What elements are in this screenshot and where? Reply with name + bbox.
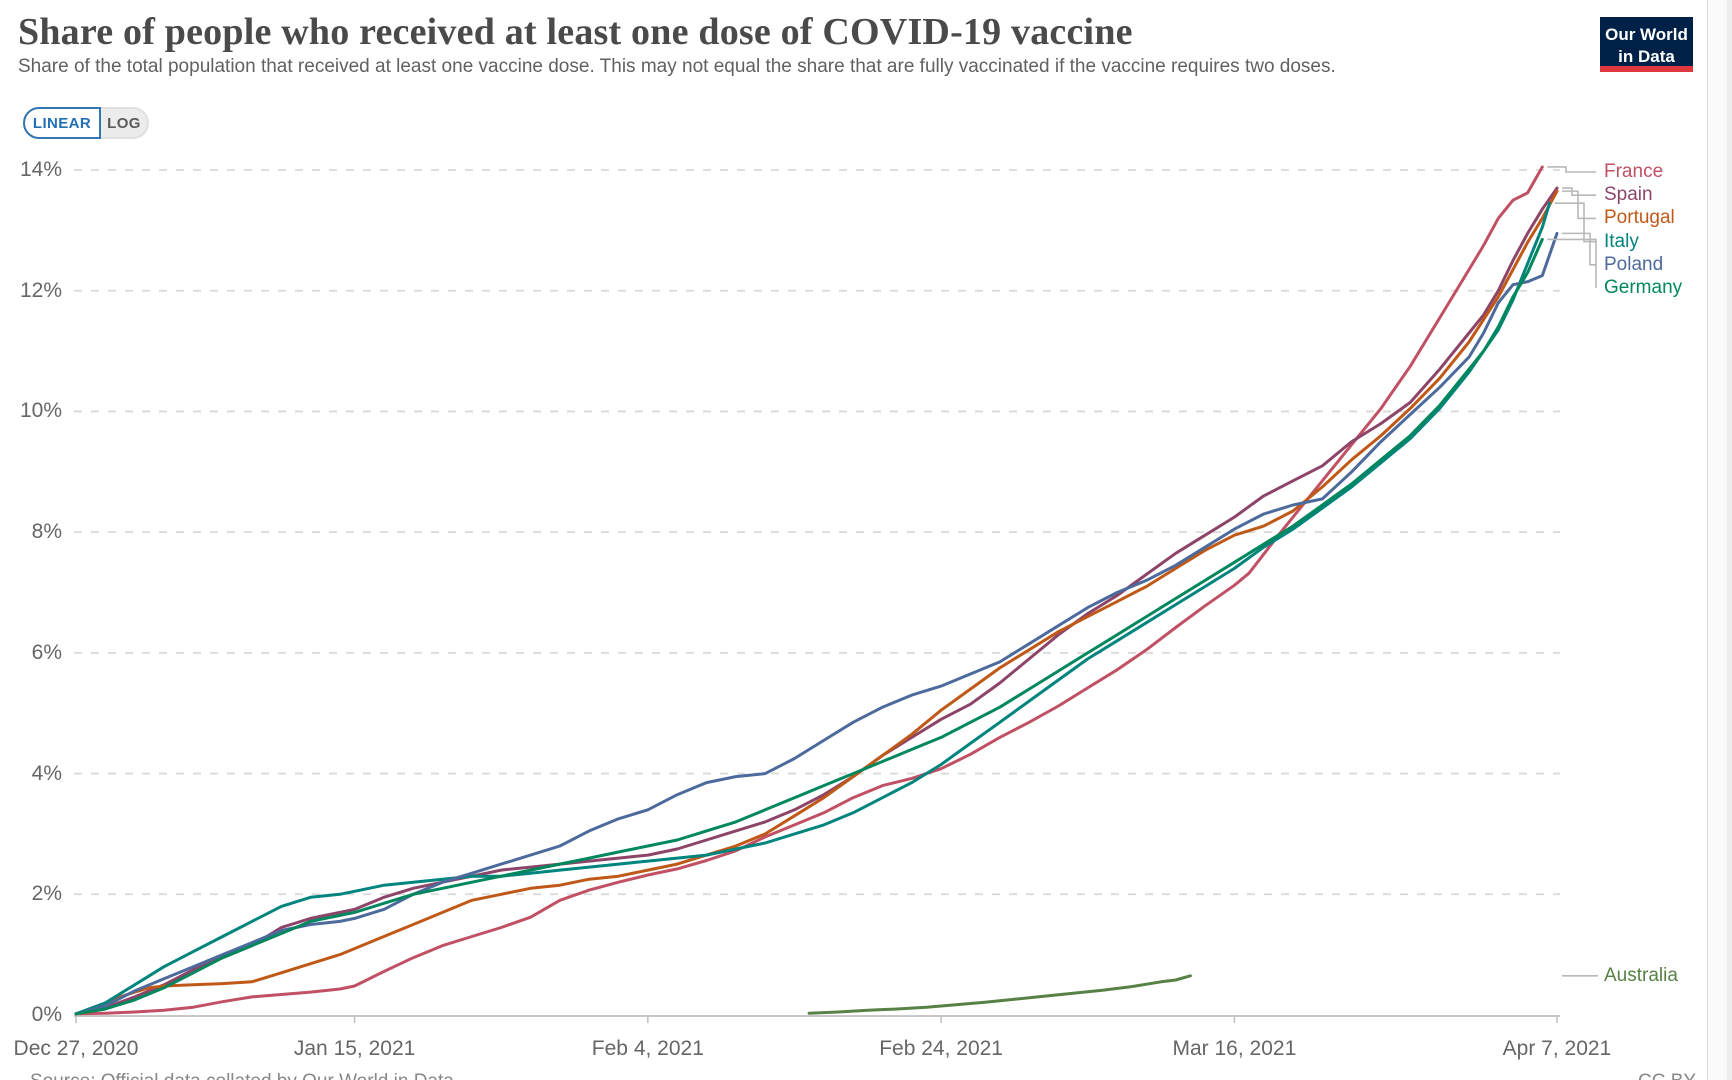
page-title: Share of people who received at least on… <box>18 11 1133 53</box>
y-tick-label-14: 14% <box>19 158 62 181</box>
line-poland[interactable] <box>74 231 1559 1016</box>
line-spain[interactable] <box>74 186 1559 1016</box>
legend-connector-germany <box>1547 238 1597 288</box>
linear-scale-button[interactable]: LINEAR <box>23 107 101 139</box>
legend-label-australia[interactable]: Australia <box>1604 964 1678 986</box>
page-subtitle: Share of the total population that recei… <box>18 56 1336 77</box>
owid-logo-line2: in Data <box>1618 47 1675 67</box>
page-right-gutter <box>1707 0 1732 1080</box>
x-tick-label: Dec 27, 2020 <box>13 1037 139 1060</box>
scale-toggle: LINEAR LOG <box>23 107 149 139</box>
log-scale-button[interactable]: LOG <box>101 107 149 139</box>
y-tick-label-6: 6% <box>31 640 62 664</box>
legend-label-spain[interactable]: Spain <box>1604 184 1653 206</box>
legend-label-france[interactable]: France <box>1604 161 1664 182</box>
x-tick-label: Feb 24, 2021 <box>879 1037 1003 1060</box>
line-portugal[interactable] <box>74 189 1559 1016</box>
x-tick-label: Mar 16, 2021 <box>1172 1037 1297 1060</box>
legend-label-italy[interactable]: Italy <box>1604 230 1639 252</box>
scrollbar-track[interactable] <box>1727 0 1732 1080</box>
x-tick-label: Jan 15, 2021 <box>293 1037 416 1060</box>
y-tick-label-2: 2% <box>31 882 62 906</box>
legend-label-poland[interactable]: Poland <box>1604 253 1664 275</box>
legend-connector-portugal <box>1561 190 1596 220</box>
legend-connector-poland <box>1561 232 1596 266</box>
y-tick-label-0: 0% <box>31 1003 62 1026</box>
license-badge[interactable]: CC BY <box>1638 1071 1696 1080</box>
owid-logo[interactable]: Our World in Data <box>1600 17 1693 72</box>
legend-label-portugal[interactable]: Portugal <box>1604 207 1675 229</box>
x-tick-label: Feb 4, 2021 <box>591 1037 704 1060</box>
y-tick-label-4: 4% <box>31 761 62 785</box>
line-france[interactable] <box>74 165 1544 1016</box>
owid-logo-line1: Our World <box>1605 25 1688 44</box>
y-tick-label-8: 8% <box>31 520 62 544</box>
y-tick-label-10: 10% <box>19 399 62 423</box>
owid-logo-red-bar <box>1600 66 1693 72</box>
source-attribution: Source: Official data collated by Our Wo… <box>30 1071 454 1080</box>
line-australia[interactable] <box>807 974 1192 1015</box>
x-tick-label: Apr 7, 2021 <box>1502 1037 1612 1060</box>
line-italy[interactable] <box>74 201 1552 1016</box>
line-germany[interactable] <box>74 237 1544 1016</box>
legend-connector-france <box>1547 166 1596 173</box>
legend-label-germany[interactable]: Germany <box>1604 277 1683 298</box>
y-tick-label-12: 12% <box>19 278 62 302</box>
